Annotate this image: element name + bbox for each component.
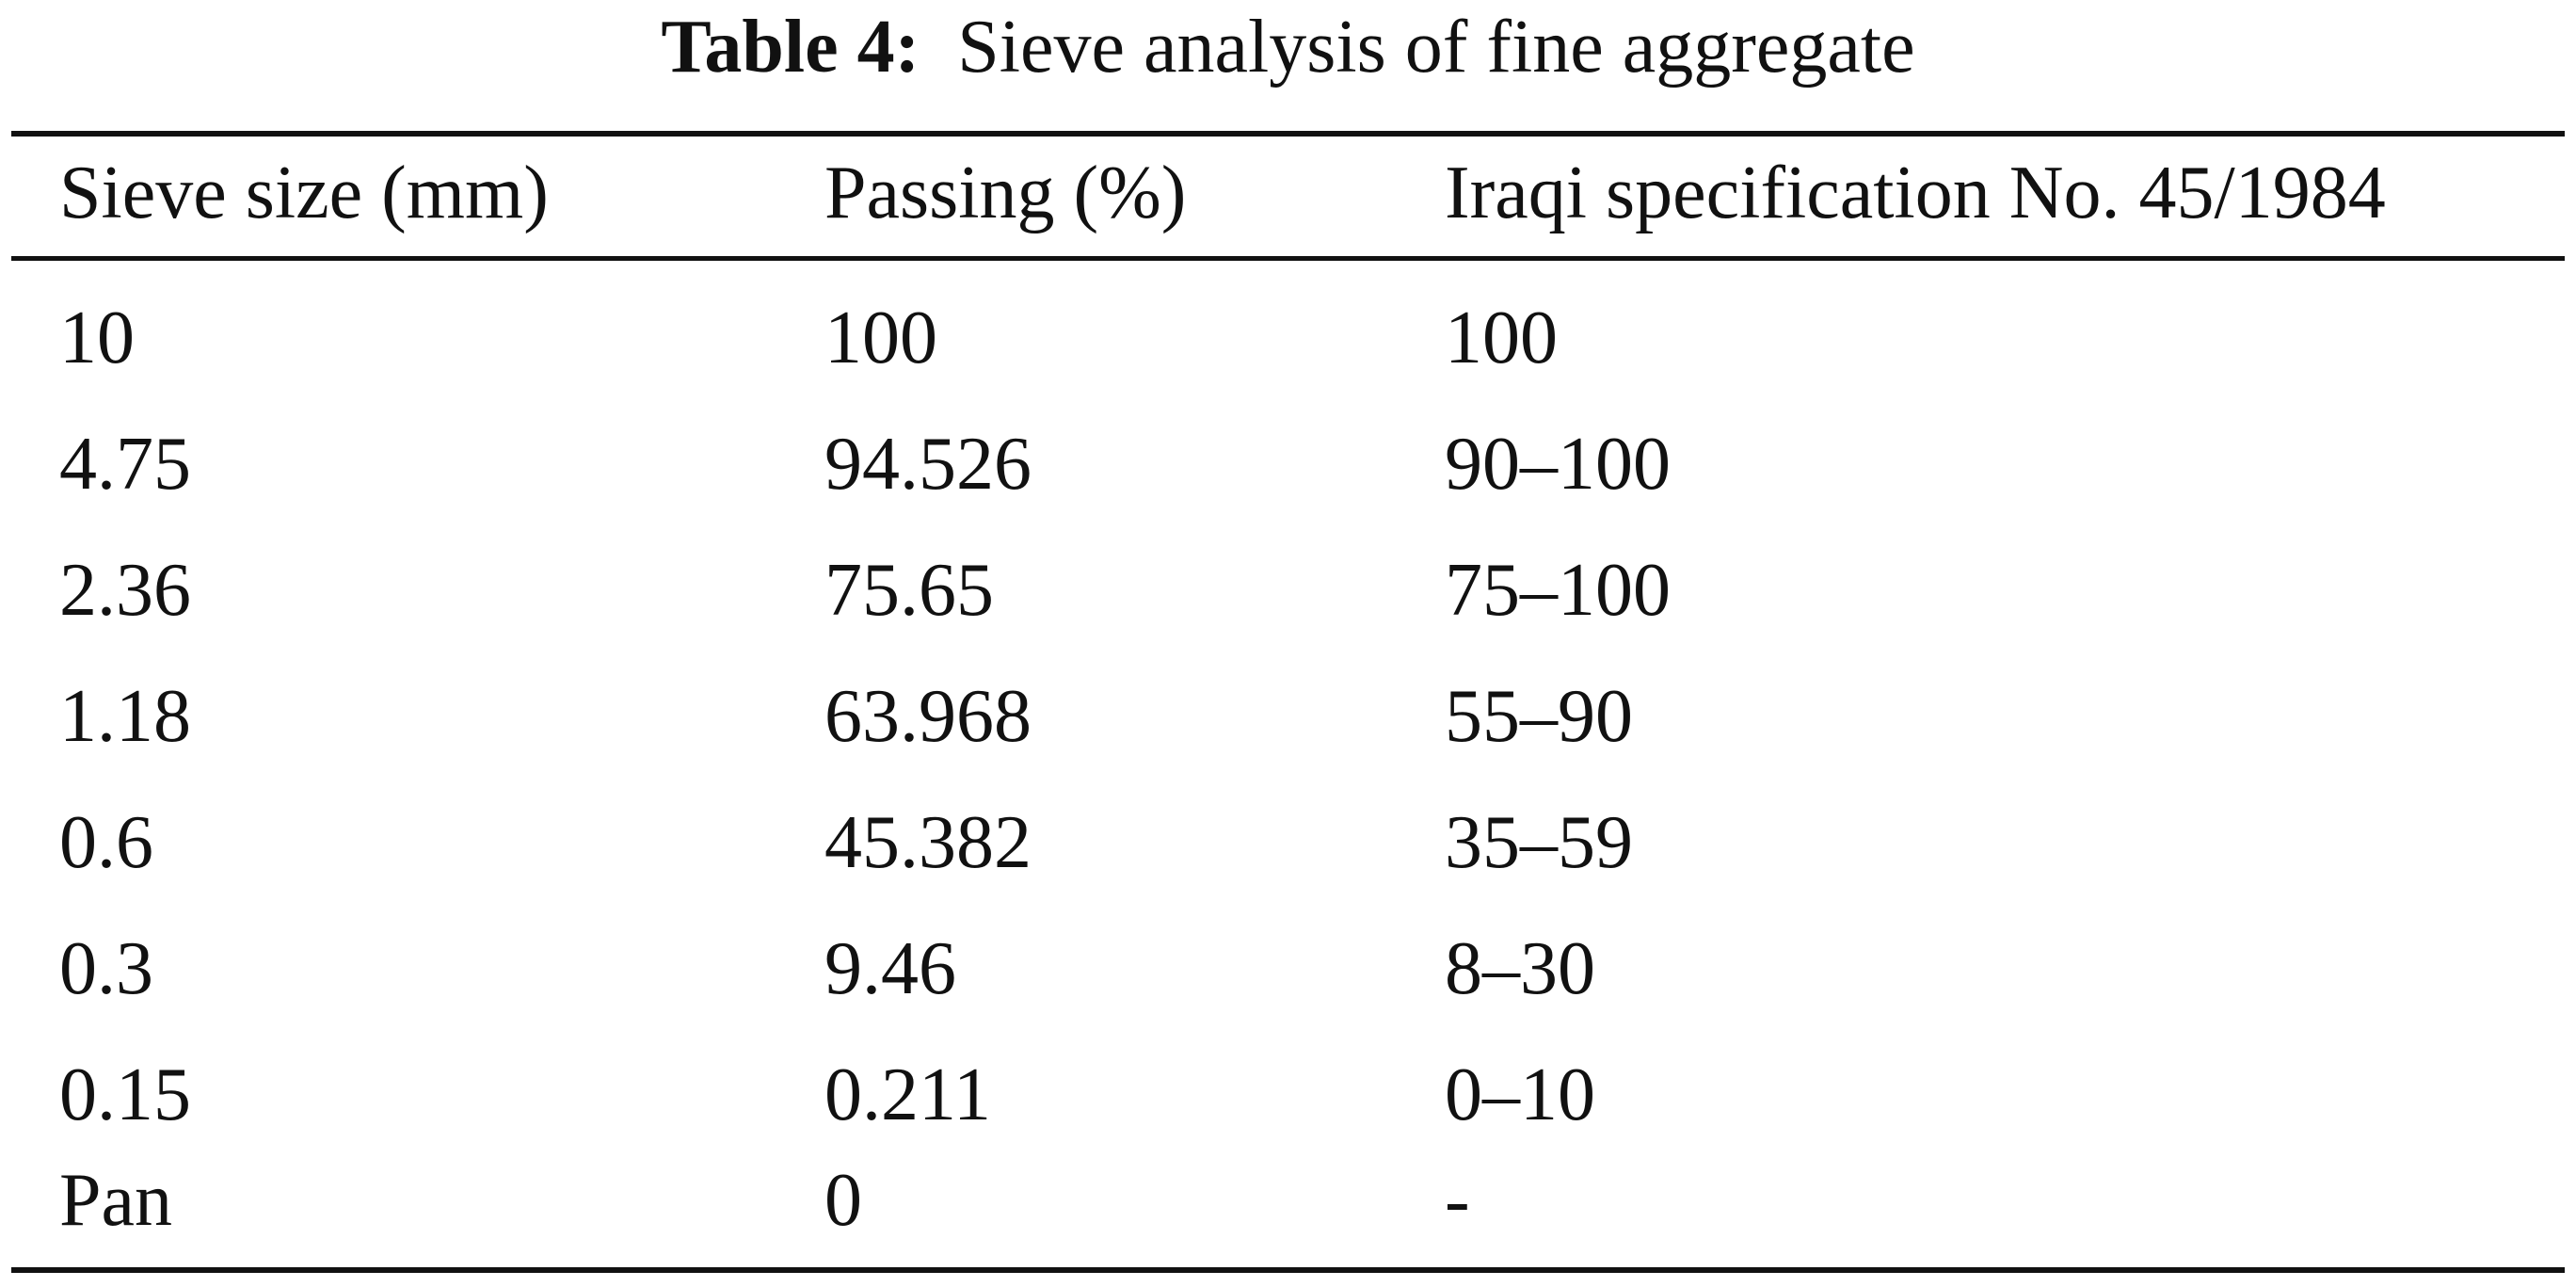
top-rule (11, 131, 2565, 137)
passing-cell: 63.968 (824, 675, 1032, 758)
table-row: Pan 0 - (0, 1137, 2576, 1263)
passing-cell: 94.526 (824, 423, 1032, 506)
specification-cell: 75–100 (1445, 549, 1671, 632)
sieve-size-cell: 1.18 (59, 675, 191, 758)
specification-cell: - (1445, 1159, 1470, 1242)
sieve-size-cell: Pan (59, 1159, 172, 1242)
header-rule (11, 256, 2565, 261)
passing-cell: 100 (824, 297, 937, 379)
bottom-rule (11, 1267, 2565, 1273)
table-caption: Table 4: Sieve analysis of fine aggregat… (0, 0, 2576, 102)
caption-title: Sieve analysis of fine aggregate (957, 6, 1915, 88)
sieve-size-cell: 0.3 (59, 927, 153, 1010)
specification-cell: 35–59 (1445, 801, 1633, 884)
header-sieve-size: Sieve size (mm) (59, 152, 549, 234)
passing-cell: 0.211 (824, 1054, 992, 1136)
sieve-size-cell: 4.75 (59, 423, 191, 506)
table-row: 4.75 94.526 90–100 (0, 401, 2576, 527)
passing-cell: 9.46 (824, 927, 956, 1010)
sieve-size-cell: 0.6 (59, 801, 153, 884)
header-specification: Iraqi specification No. 45/1984 (1445, 152, 2386, 234)
sieve-size-cell: 0.15 (59, 1054, 191, 1136)
table-row: 0.15 0.211 0–10 (0, 1032, 2576, 1158)
sieve-size-cell: 2.36 (59, 549, 191, 632)
header-passing: Passing (%) (824, 152, 1187, 234)
passing-cell: 75.65 (824, 549, 994, 632)
specification-cell: 0–10 (1445, 1054, 1595, 1136)
passing-cell: 45.382 (824, 801, 1032, 884)
table-row: 0.3 9.46 8–30 (0, 906, 2576, 1032)
header-row: Sieve size (mm) Passing (%) Iraqi specif… (0, 130, 2576, 256)
table-row: 1.18 63.968 55–90 (0, 653, 2576, 780)
caption-label: Table 4: (661, 6, 920, 88)
table-row: 2.36 75.65 75–100 (0, 527, 2576, 653)
passing-cell: 0 (824, 1159, 862, 1242)
specification-cell: 55–90 (1445, 675, 1633, 758)
table-row: 0.6 45.382 35–59 (0, 780, 2576, 906)
sieve-size-cell: 10 (59, 297, 135, 379)
specification-cell: 90–100 (1445, 423, 1671, 506)
table-row: 10 100 100 (0, 275, 2576, 401)
specification-cell: 100 (1445, 297, 1558, 379)
specification-cell: 8–30 (1445, 927, 1595, 1010)
